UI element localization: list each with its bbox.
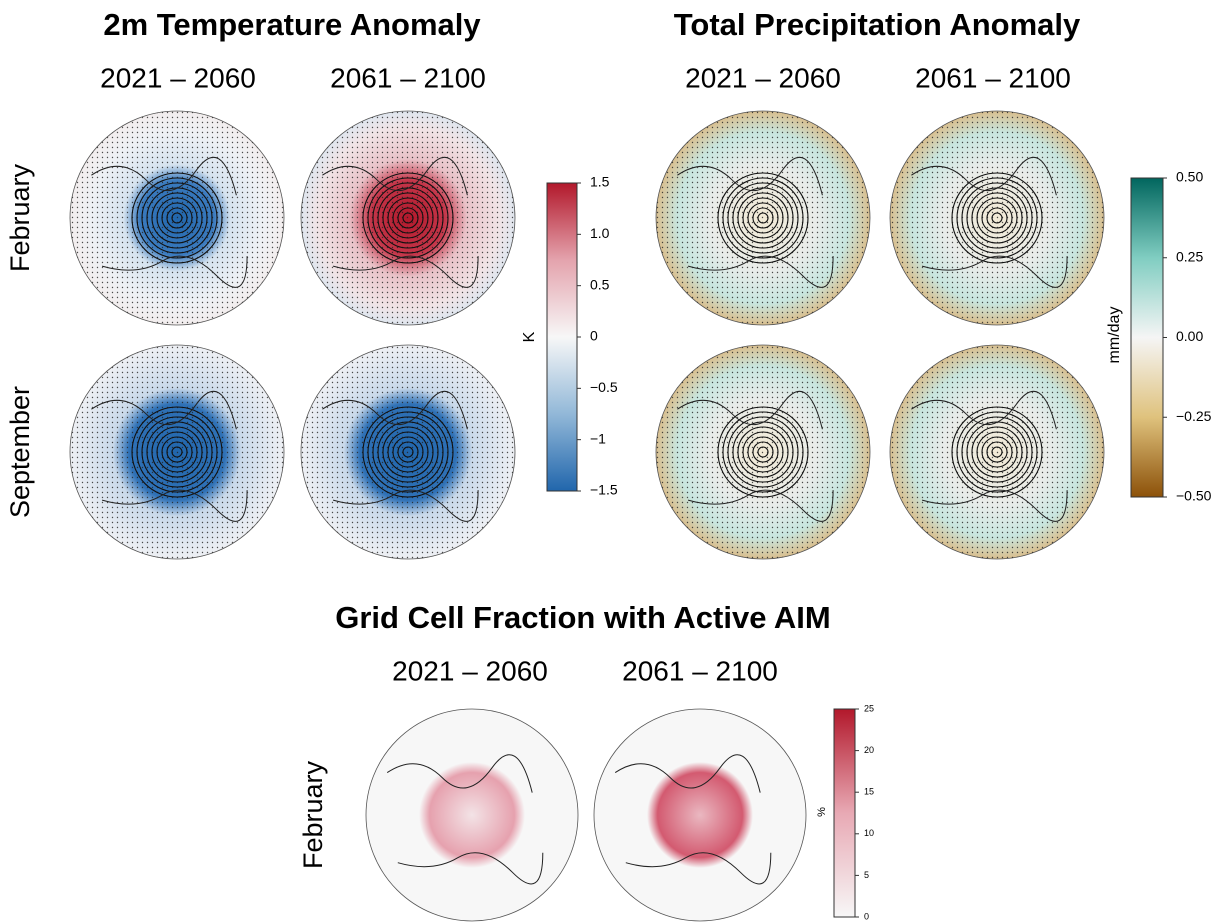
colorbar-tick-label: −0.25	[1176, 408, 1212, 424]
colorbar-label: mm/day	[1106, 307, 1123, 364]
colorbar	[1131, 178, 1163, 497]
colorbar-tick-label: −0.50	[1176, 488, 1212, 504]
column-label: 2061 – 2100	[622, 655, 778, 686]
polar-map	[594, 709, 806, 921]
colorbar	[834, 709, 855, 917]
colorbar	[547, 183, 577, 491]
colorbar-label: %	[816, 807, 828, 817]
panel-title: 2m Temperature Anomaly	[103, 7, 481, 42]
colorbar-tick-label: 20	[864, 745, 874, 755]
stipple	[890, 345, 1104, 559]
polar-map	[301, 345, 515, 559]
colorbar-tick-label: −1.5	[590, 482, 618, 498]
column-label: 2061 – 2100	[330, 62, 486, 93]
colorbar-tick-label: 5	[864, 870, 869, 880]
panel-title: Grid Cell Fraction with Active AIM	[335, 600, 831, 635]
colorbar-tick-label: 25	[864, 703, 874, 713]
polar-map	[656, 345, 870, 559]
map-field	[594, 709, 806, 921]
stipple	[301, 345, 515, 559]
polar-map	[70, 111, 284, 325]
stipple	[301, 111, 515, 325]
colorbar-tick-label: 0.25	[1176, 248, 1203, 264]
stipple	[656, 345, 870, 559]
colorbar-tick-label: 10	[864, 828, 874, 838]
column-label: 2021 – 2060	[100, 62, 256, 93]
colorbar-tick-label: 0.50	[1176, 169, 1203, 185]
panels: 2m Temperature Anomaly 2021 – 2060 2061 – …	[5, 7, 1212, 921]
polar-map	[70, 345, 284, 559]
stipple	[656, 111, 870, 325]
figure: 2m Temperature Anomaly 2021 – 2060 2061 – …	[0, 0, 1225, 923]
polar-map	[890, 345, 1104, 559]
map-field	[366, 709, 578, 921]
polar-map	[656, 111, 870, 325]
column-label: 2021 – 2060	[392, 655, 548, 686]
row-label: September	[5, 386, 35, 518]
colorbar-tick-label: 0	[590, 328, 598, 344]
panel-title: Total Precipitation Anomaly	[674, 7, 1081, 42]
colorbar-tick-label: 0.00	[1176, 328, 1203, 344]
polar-map	[301, 111, 515, 325]
column-label: 2021 – 2060	[685, 62, 841, 93]
colorbar-tick-label: −0.5	[590, 379, 618, 395]
colorbar-tick-label: 1.0	[590, 225, 610, 241]
column-label: 2061 – 2100	[915, 62, 1071, 93]
row-label: February	[5, 163, 35, 272]
colorbar-label: K	[521, 331, 538, 342]
colorbar-tick-label: 1.5	[590, 174, 610, 190]
stipple	[70, 345, 284, 559]
polar-map	[890, 111, 1104, 325]
row-label: February	[298, 760, 328, 869]
colorbar-tick-label: 0.5	[590, 276, 610, 292]
polar-map	[366, 709, 578, 921]
colorbar-tick-label: −1	[590, 430, 606, 446]
colorbar-tick-label: 0	[864, 911, 869, 921]
colorbar-tick-label: 15	[864, 787, 874, 797]
stipple	[70, 111, 284, 325]
stipple	[890, 111, 1104, 325]
